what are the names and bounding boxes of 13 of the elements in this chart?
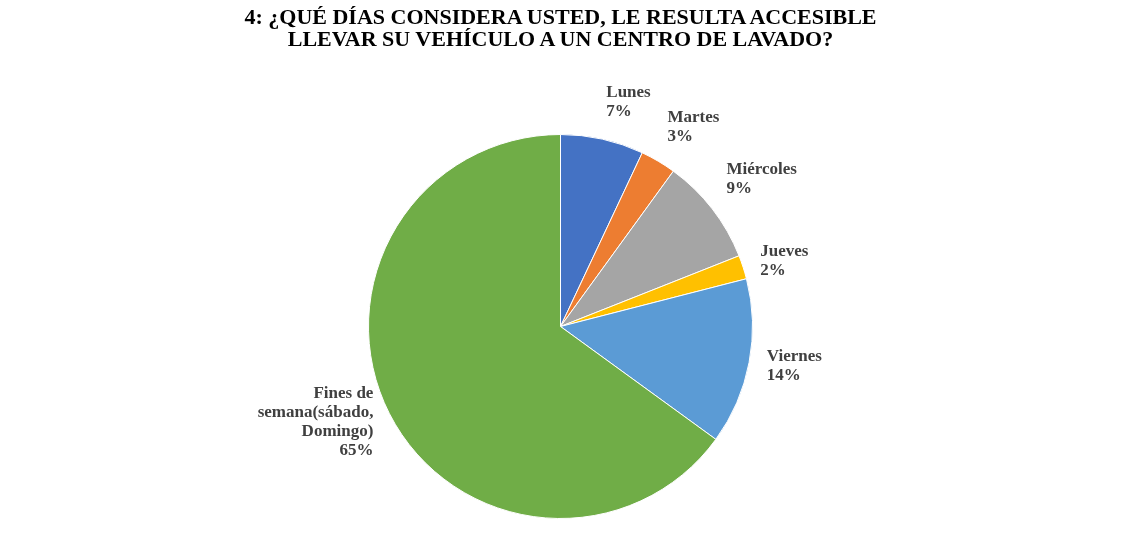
chart-title: 4: ¿QUÉ DÍAS CONSIDERA USTED, LE RESULTA ACCESIBLE LLEVAR SU VEHÍCULO A UN CENTRO DE LAVADO? bbox=[243, 4, 878, 53]
slice-label: Jueves bbox=[760, 241, 809, 261]
slice-label: Lunes bbox=[606, 82, 652, 102]
data-label: 2% bbox=[760, 260, 786, 280]
data-label: 3% bbox=[667, 125, 693, 145]
slice-label: Martes bbox=[667, 106, 720, 126]
slice-label: Viernes bbox=[766, 345, 823, 365]
data-label: 9% bbox=[726, 177, 752, 197]
slice-label: Fines de semana(sábado, Domingo) bbox=[257, 382, 374, 440]
data-label: 65% bbox=[339, 439, 374, 459]
slice-label: Miércoles bbox=[726, 158, 798, 178]
data-label: 7% bbox=[606, 101, 632, 121]
data-label: 14% bbox=[766, 364, 801, 384]
